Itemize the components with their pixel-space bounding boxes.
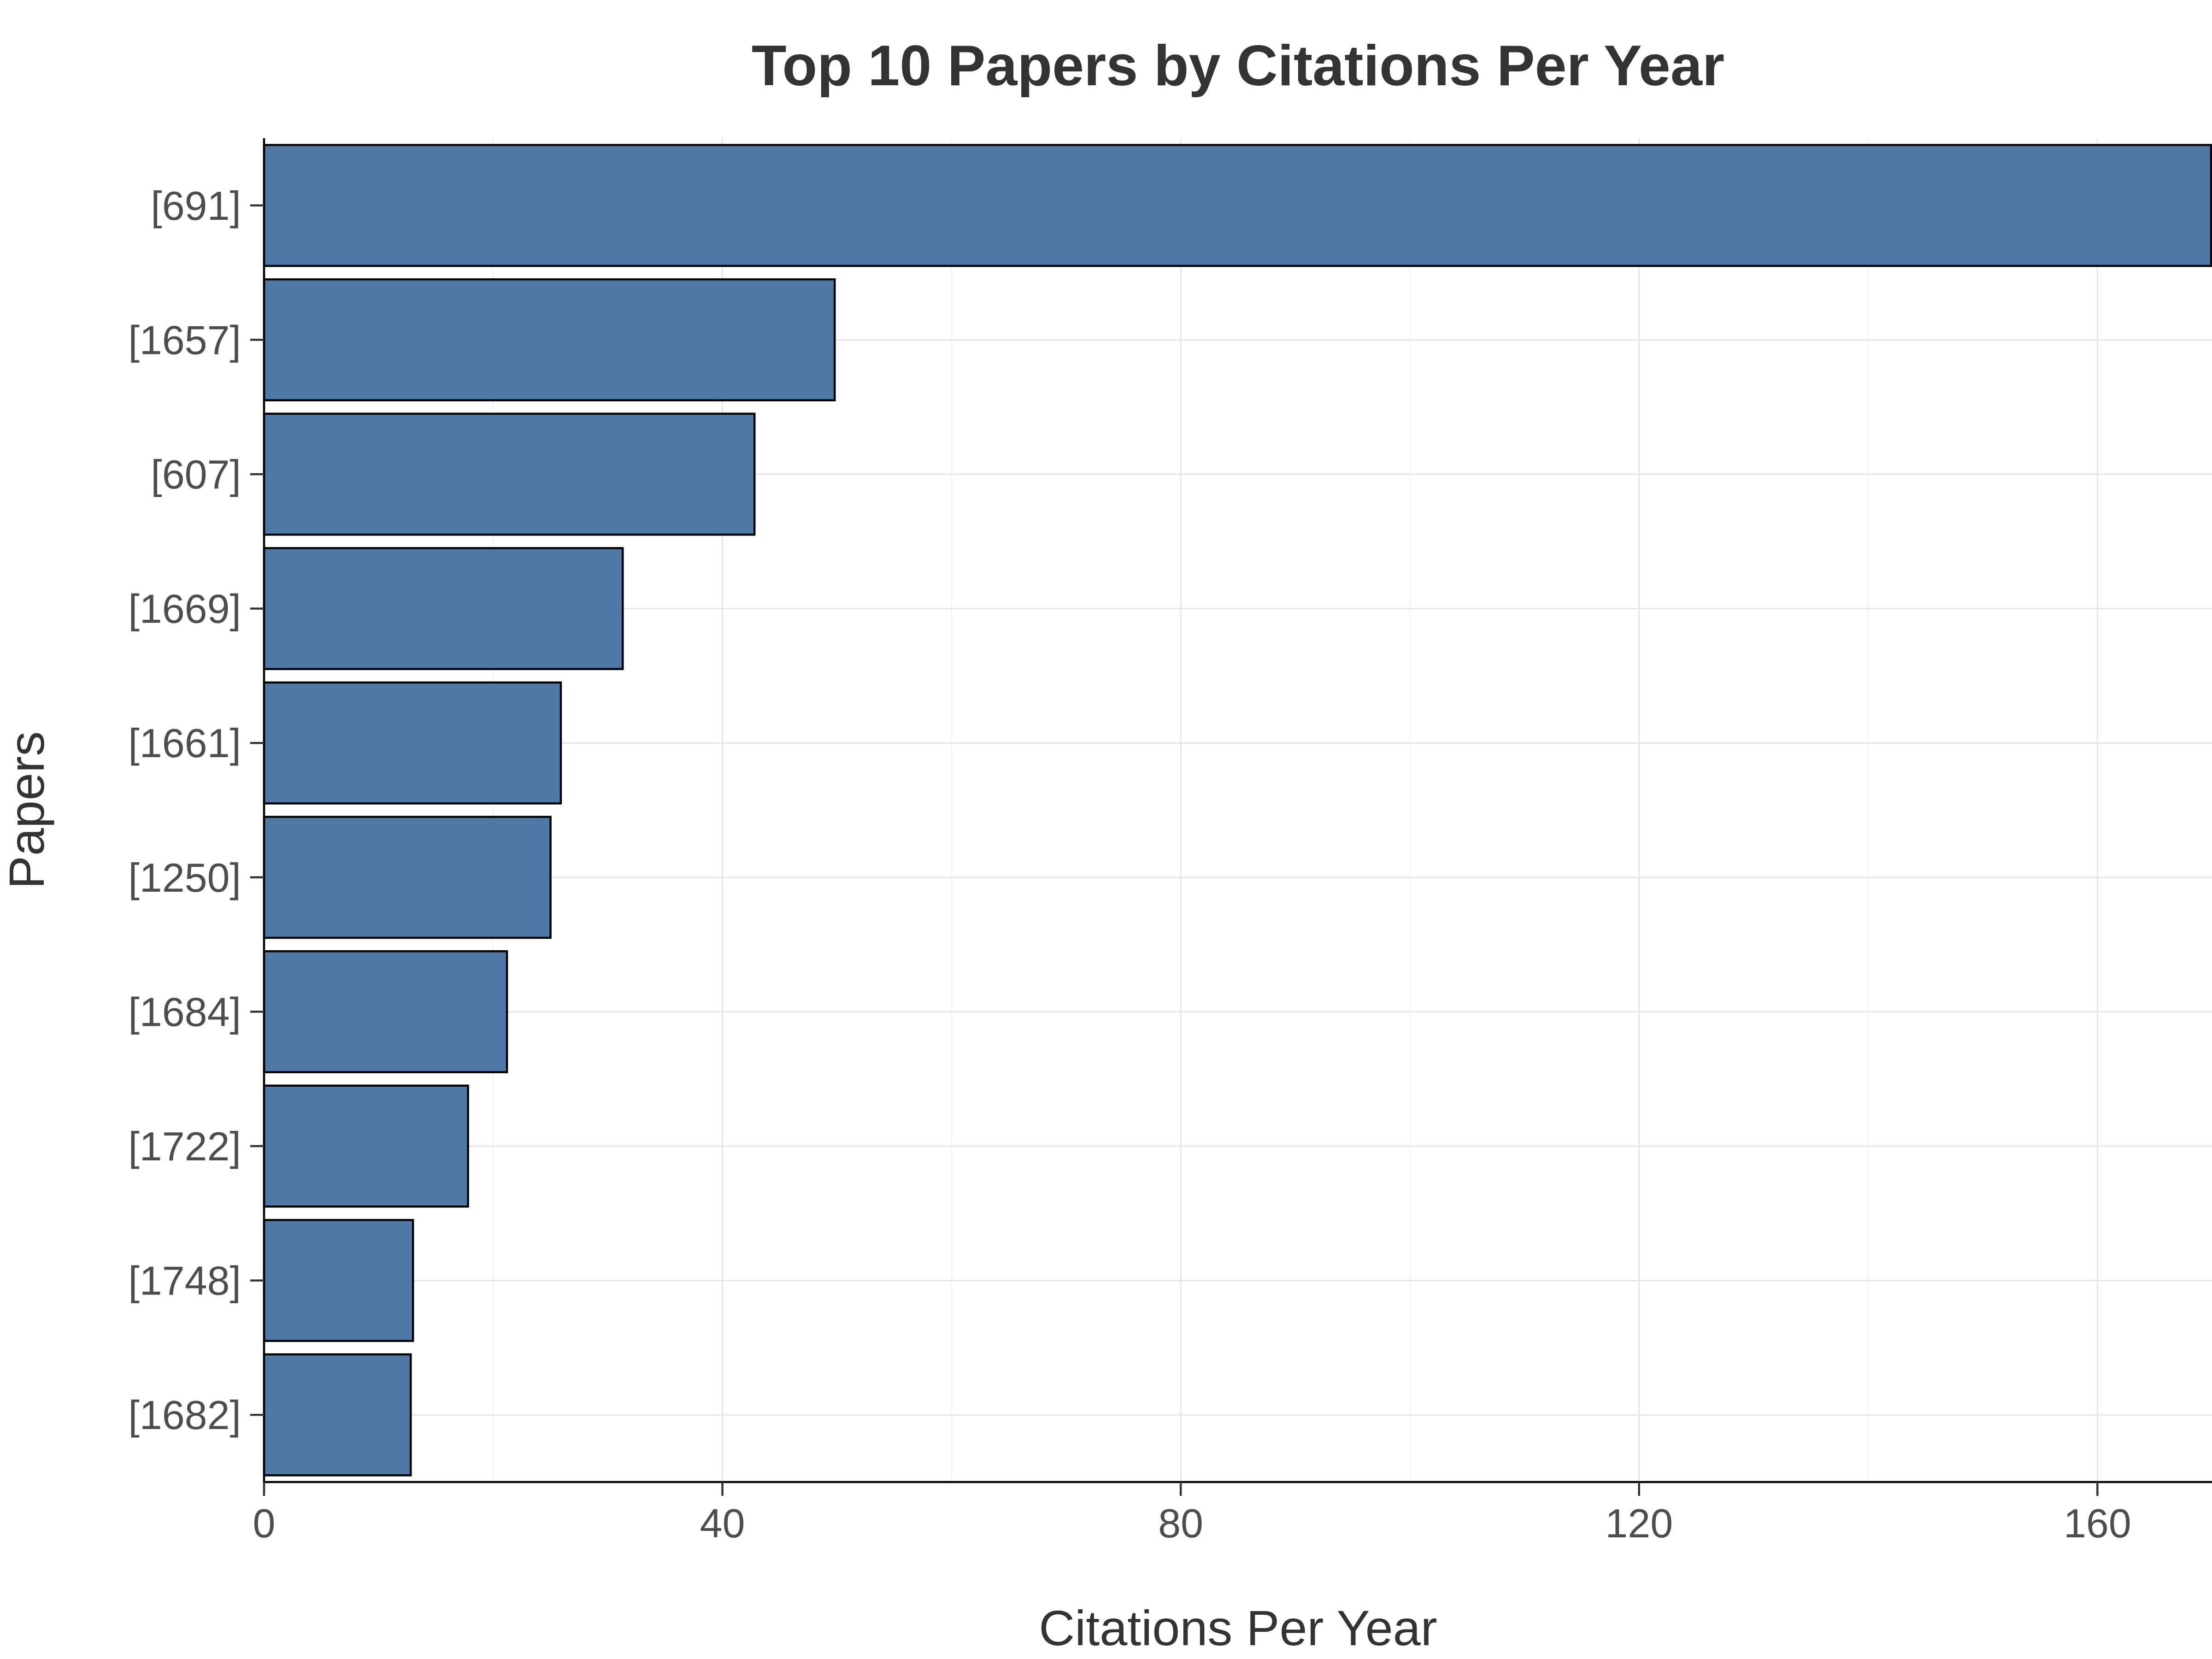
x-tick-label: 120	[1605, 1500, 1673, 1546]
y-axis-ticks: [691] [1657] [607] [1669] [1661] [1250] [1684]…	[128, 183, 264, 1438]
y-tick-label: [1684]	[128, 989, 241, 1035]
axes	[263, 138, 2212, 1483]
x-axis-ticks: 0 40 80 120 160	[253, 1482, 2131, 1546]
bar-1748	[263, 1219, 414, 1342]
x-tick-label: 0	[253, 1500, 276, 1546]
y-tick-label: [1661]	[128, 720, 241, 766]
y-tick-label: [691]	[151, 183, 241, 229]
bar-1684	[263, 950, 508, 1073]
y-tick-label: [1682]	[128, 1392, 241, 1438]
bar-1669	[263, 547, 624, 671]
y-tick-label: [1657]	[128, 317, 241, 363]
y-tick-label: [1748]	[128, 1258, 241, 1304]
y-tick-label: [1250]	[128, 855, 241, 900]
bars	[263, 144, 2212, 1477]
bar-607	[263, 412, 756, 536]
x-tick-label: 160	[2064, 1500, 2131, 1546]
y-tick-label: [1669]	[128, 586, 241, 632]
y-tick-label: [1722]	[128, 1124, 241, 1169]
bar-691	[263, 144, 2212, 267]
chart-title: Top 10 Papers by Citations Per Year	[752, 34, 1724, 98]
y-axis-title: Papers	[0, 731, 54, 889]
x-tick-label: 40	[700, 1500, 745, 1546]
bar-1722	[263, 1084, 469, 1208]
y-tick-label: [607]	[151, 452, 241, 497]
bar-1661	[263, 681, 562, 805]
bar-1250	[263, 816, 552, 939]
bar-1657	[263, 278, 836, 401]
bar-1682	[263, 1353, 412, 1477]
x-tick-label: 80	[1158, 1500, 1203, 1546]
x-axis-title: Citations Per Year	[1039, 1600, 1437, 1656]
